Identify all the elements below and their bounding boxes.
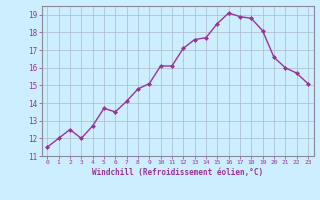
X-axis label: Windchill (Refroidissement éolien,°C): Windchill (Refroidissement éolien,°C)	[92, 168, 263, 177]
